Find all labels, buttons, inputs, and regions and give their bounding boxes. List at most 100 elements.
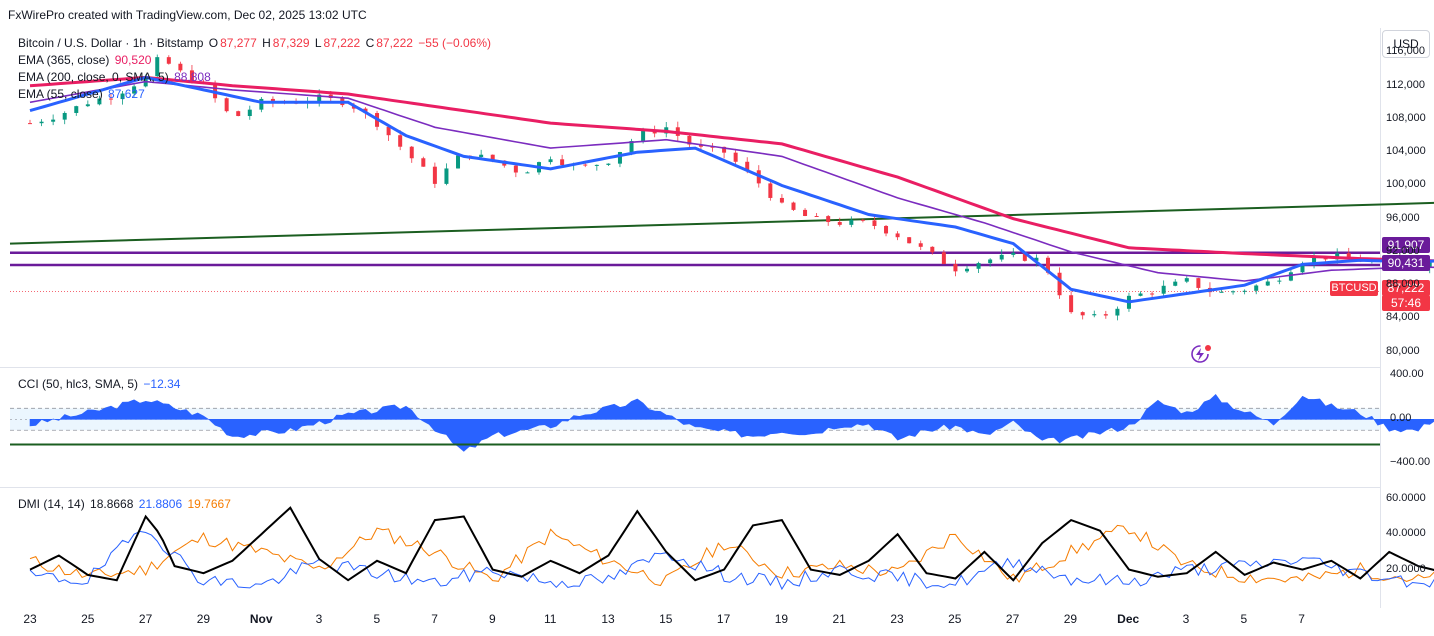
di-plus-line (29, 530, 1434, 591)
time-tick-label: 7 (1298, 612, 1305, 626)
time-tick-label: 27 (138, 612, 153, 626)
dmi-legend: DMI (14, 14) 18.8668 21.8806 19.7667 (18, 497, 233, 511)
candle-body (791, 202, 796, 210)
candle-body (779, 197, 784, 203)
ohlc-open-label: O (208, 36, 219, 50)
candle-body (85, 104, 90, 107)
time-tick-label: 5 (1240, 612, 1248, 626)
candle-body (444, 168, 449, 184)
candle-body (513, 165, 518, 173)
ema200-legend: EMA (200, close, 0, SMA, 5) 88,808 (18, 70, 213, 84)
candle-body (722, 146, 727, 153)
upper-level-price-label: 91,907 (1382, 237, 1430, 253)
candle-body (826, 216, 831, 223)
candle-body (1265, 281, 1270, 286)
cci-tick-label: 0.00 (1390, 412, 1412, 425)
ohlc-high-value: 87,329 (272, 36, 310, 50)
candle-body (213, 82, 218, 99)
time-tick-label: 27 (1005, 612, 1020, 626)
candle-body (108, 98, 113, 100)
ohlc-close-value: 87,222 (376, 36, 413, 50)
candle-body (1219, 291, 1224, 293)
candle-body (710, 146, 715, 148)
candle-body (1034, 257, 1039, 261)
candle-body (965, 268, 970, 272)
currency-button[interactable]: USD (1382, 30, 1430, 58)
candle-body (768, 183, 773, 198)
change-value: −55 (−0.06%) (418, 36, 492, 50)
time-tick-label: 15 (659, 612, 673, 626)
pane-divider-cci-dmi[interactable] (0, 487, 1380, 488)
candle-body (398, 135, 403, 147)
candle-body (1092, 314, 1097, 316)
ema365-value: 90,520 (114, 53, 152, 67)
time-tick-label: 9 (489, 612, 496, 626)
candle-body (189, 70, 194, 83)
candle-body (1057, 272, 1062, 296)
candle-body (872, 220, 877, 226)
candle-body (641, 130, 646, 142)
candle-body (1069, 295, 1074, 313)
ohlc-low-label: L (314, 36, 322, 50)
candle-body (1254, 285, 1259, 291)
dmi-adx-value: 18.8668 (90, 497, 134, 511)
price-tick-label: 104,000 (1386, 145, 1426, 158)
di-minus-line (29, 524, 1434, 587)
pane-divider-price-cci[interactable] (0, 367, 1380, 368)
time-tick-label: 17 (716, 612, 731, 626)
candle-body (1115, 308, 1120, 316)
candle-body (733, 152, 738, 162)
candle-body (62, 112, 67, 120)
candle-body (1173, 281, 1178, 286)
candle-body (1288, 272, 1293, 281)
price-tick-label: 84,000 (1386, 311, 1420, 324)
candle-body (548, 159, 553, 163)
symbol-label: Bitcoin / U.S. Dollar · 1h · Bitstamp (18, 36, 204, 50)
price-tick-label: 116,000 (1386, 45, 1425, 58)
price-tick-label: 100,000 (1386, 178, 1426, 191)
lightning-icon[interactable] (1188, 343, 1214, 365)
candle-body (1300, 263, 1305, 273)
candle-body (155, 57, 160, 77)
candle-body (97, 98, 102, 105)
ohlc-close-label: C (365, 36, 375, 50)
dmi-tick-label: 40.0000 (1386, 527, 1426, 540)
candle-body (803, 209, 808, 217)
cci-legend: CCI (50, hlc3, SMA, 5) −12.34 (18, 377, 182, 391)
ema55-value: 87,627 (108, 87, 145, 101)
candle-body (1196, 278, 1201, 288)
candle-body (490, 154, 495, 161)
lower-level-price-label: 90,431 (1382, 255, 1430, 271)
candle-body (259, 98, 264, 110)
candle-body (1161, 285, 1166, 294)
candle-body (895, 233, 900, 238)
ohlc-high-label: H (262, 36, 271, 50)
candle-body (51, 119, 56, 122)
candle-body (1138, 293, 1143, 296)
time-tick-label: 25 (948, 612, 962, 626)
candle-body (74, 106, 79, 113)
time-tick-label: 3 (1182, 612, 1190, 626)
candle-body (999, 254, 1004, 260)
dmi-tick-label: 20.0000 (1386, 562, 1426, 575)
candle-body (988, 259, 993, 264)
candle-body (166, 57, 171, 64)
countdown-label: 57:46 (1382, 295, 1430, 311)
time-tick-label: Nov (249, 612, 273, 626)
candle-body (386, 126, 391, 136)
candle-body (317, 94, 322, 102)
candle-body (120, 93, 125, 100)
dmi-label: DMI (14, 14) (18, 497, 85, 511)
main-legend: Bitcoin / U.S. Dollar · 1h · Bitstamp O 8… (18, 36, 493, 50)
last-price-label: 87,222 (1382, 280, 1430, 296)
ema365-line (29, 75, 1434, 263)
candle-body (236, 111, 241, 117)
candle-body (594, 164, 599, 166)
price-tick-label: 112,000 (1386, 78, 1425, 91)
ema55-line (29, 75, 1434, 304)
time-tick-label: 3 (315, 612, 323, 626)
time-tick-label: 23 (23, 612, 37, 626)
candle-body (1312, 257, 1317, 264)
time-tick-label: 19 (774, 612, 789, 626)
